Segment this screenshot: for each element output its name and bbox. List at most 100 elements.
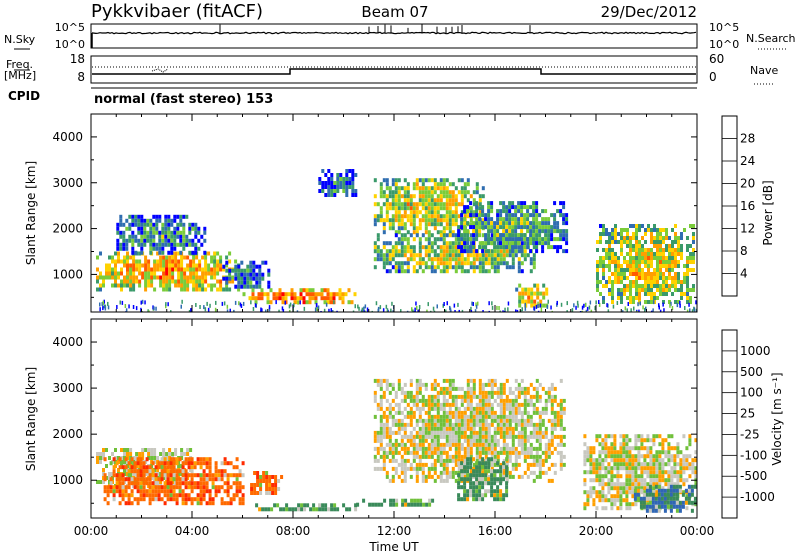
speckle-cell [576,300,579,305]
data-cell [333,181,337,185]
data-cell [544,406,548,411]
data-cell [154,481,158,486]
data-cell [412,182,416,187]
data-cell [267,280,271,285]
data-cell [596,248,599,252]
data-cell [412,253,416,258]
data-cell [490,249,494,254]
data-cell [656,264,659,268]
data-cell [517,261,521,266]
data-cell [448,198,452,203]
speckle-cell [364,304,367,309]
data-cell [335,292,339,297]
data-cell [249,268,253,273]
data-cell [142,469,146,474]
data-cell [626,264,629,268]
data-cell [418,210,422,215]
data-cell [397,410,401,415]
data-cell [415,210,419,215]
data-cell [622,454,626,459]
data-cell [166,485,170,490]
data-cell [251,296,255,301]
data-cell [611,228,614,232]
data-cell [231,279,235,284]
data-cell [481,186,485,191]
data-cell [493,265,497,270]
data-cell [646,470,650,475]
data-cell [526,225,530,230]
data-cell [144,279,148,284]
data-cell [620,272,623,276]
data-cell [391,265,395,270]
data-cell [466,378,470,383]
data-cell [604,458,608,463]
data-cell [523,213,527,218]
data-cell [326,288,330,293]
data-cell [190,489,194,494]
data-cell [487,410,491,415]
data-cell [617,256,620,260]
data-cell [126,267,129,272]
data-cell [674,272,677,276]
data-cell [395,498,399,503]
data-cell [141,448,145,452]
data-cell [385,269,389,274]
data-cell [514,414,518,419]
data-cell [556,442,560,447]
data-cell [596,268,599,272]
data-cell [650,260,653,264]
speckle-cell [386,308,389,312]
data-cell [478,386,482,391]
data-cell [207,271,211,276]
data-cell [460,225,464,230]
data-cell [493,454,497,459]
data-cell [382,265,386,270]
data-cell [538,418,542,423]
data-cell [451,458,455,463]
speckle-cell [233,309,235,312]
data-cell [433,182,437,187]
data-cell [656,276,659,280]
data-cell [126,263,129,268]
data-cell [439,233,443,238]
data-cell [463,394,467,399]
data-cell [454,410,458,415]
data-cell [535,438,539,443]
data-cell [610,506,614,511]
data-cell [147,271,151,276]
data-cell [162,448,166,452]
data-cell [199,489,203,494]
data-cell [424,382,428,387]
data-cell [505,454,509,459]
nave-blip [151,68,169,73]
data-cell [511,229,515,234]
data-cell [149,238,153,243]
data-cell [147,448,151,452]
data-cell [424,430,428,435]
data-cell [109,481,113,486]
data-cell [550,430,554,435]
data-cell [538,225,542,230]
data-cell [541,217,545,222]
data-cell [124,485,128,490]
data-cell [454,210,458,215]
data-cell [445,261,449,266]
data-cell [668,248,671,252]
data-cell [692,260,695,264]
data-cell [240,276,244,281]
speckle-cell [361,307,364,312]
data-cell [614,236,617,240]
data-cell [629,272,632,276]
data-cell [388,241,392,246]
data-cell [463,426,467,431]
data-cell [142,489,146,494]
data-cell [427,402,431,407]
data-cell [219,283,223,288]
data-cell [385,186,389,191]
data-cell [478,426,482,431]
data-cell [454,269,458,274]
data-cell [177,251,181,256]
data-cell [397,265,401,270]
data-cell [418,442,422,447]
data-cell [159,263,163,268]
